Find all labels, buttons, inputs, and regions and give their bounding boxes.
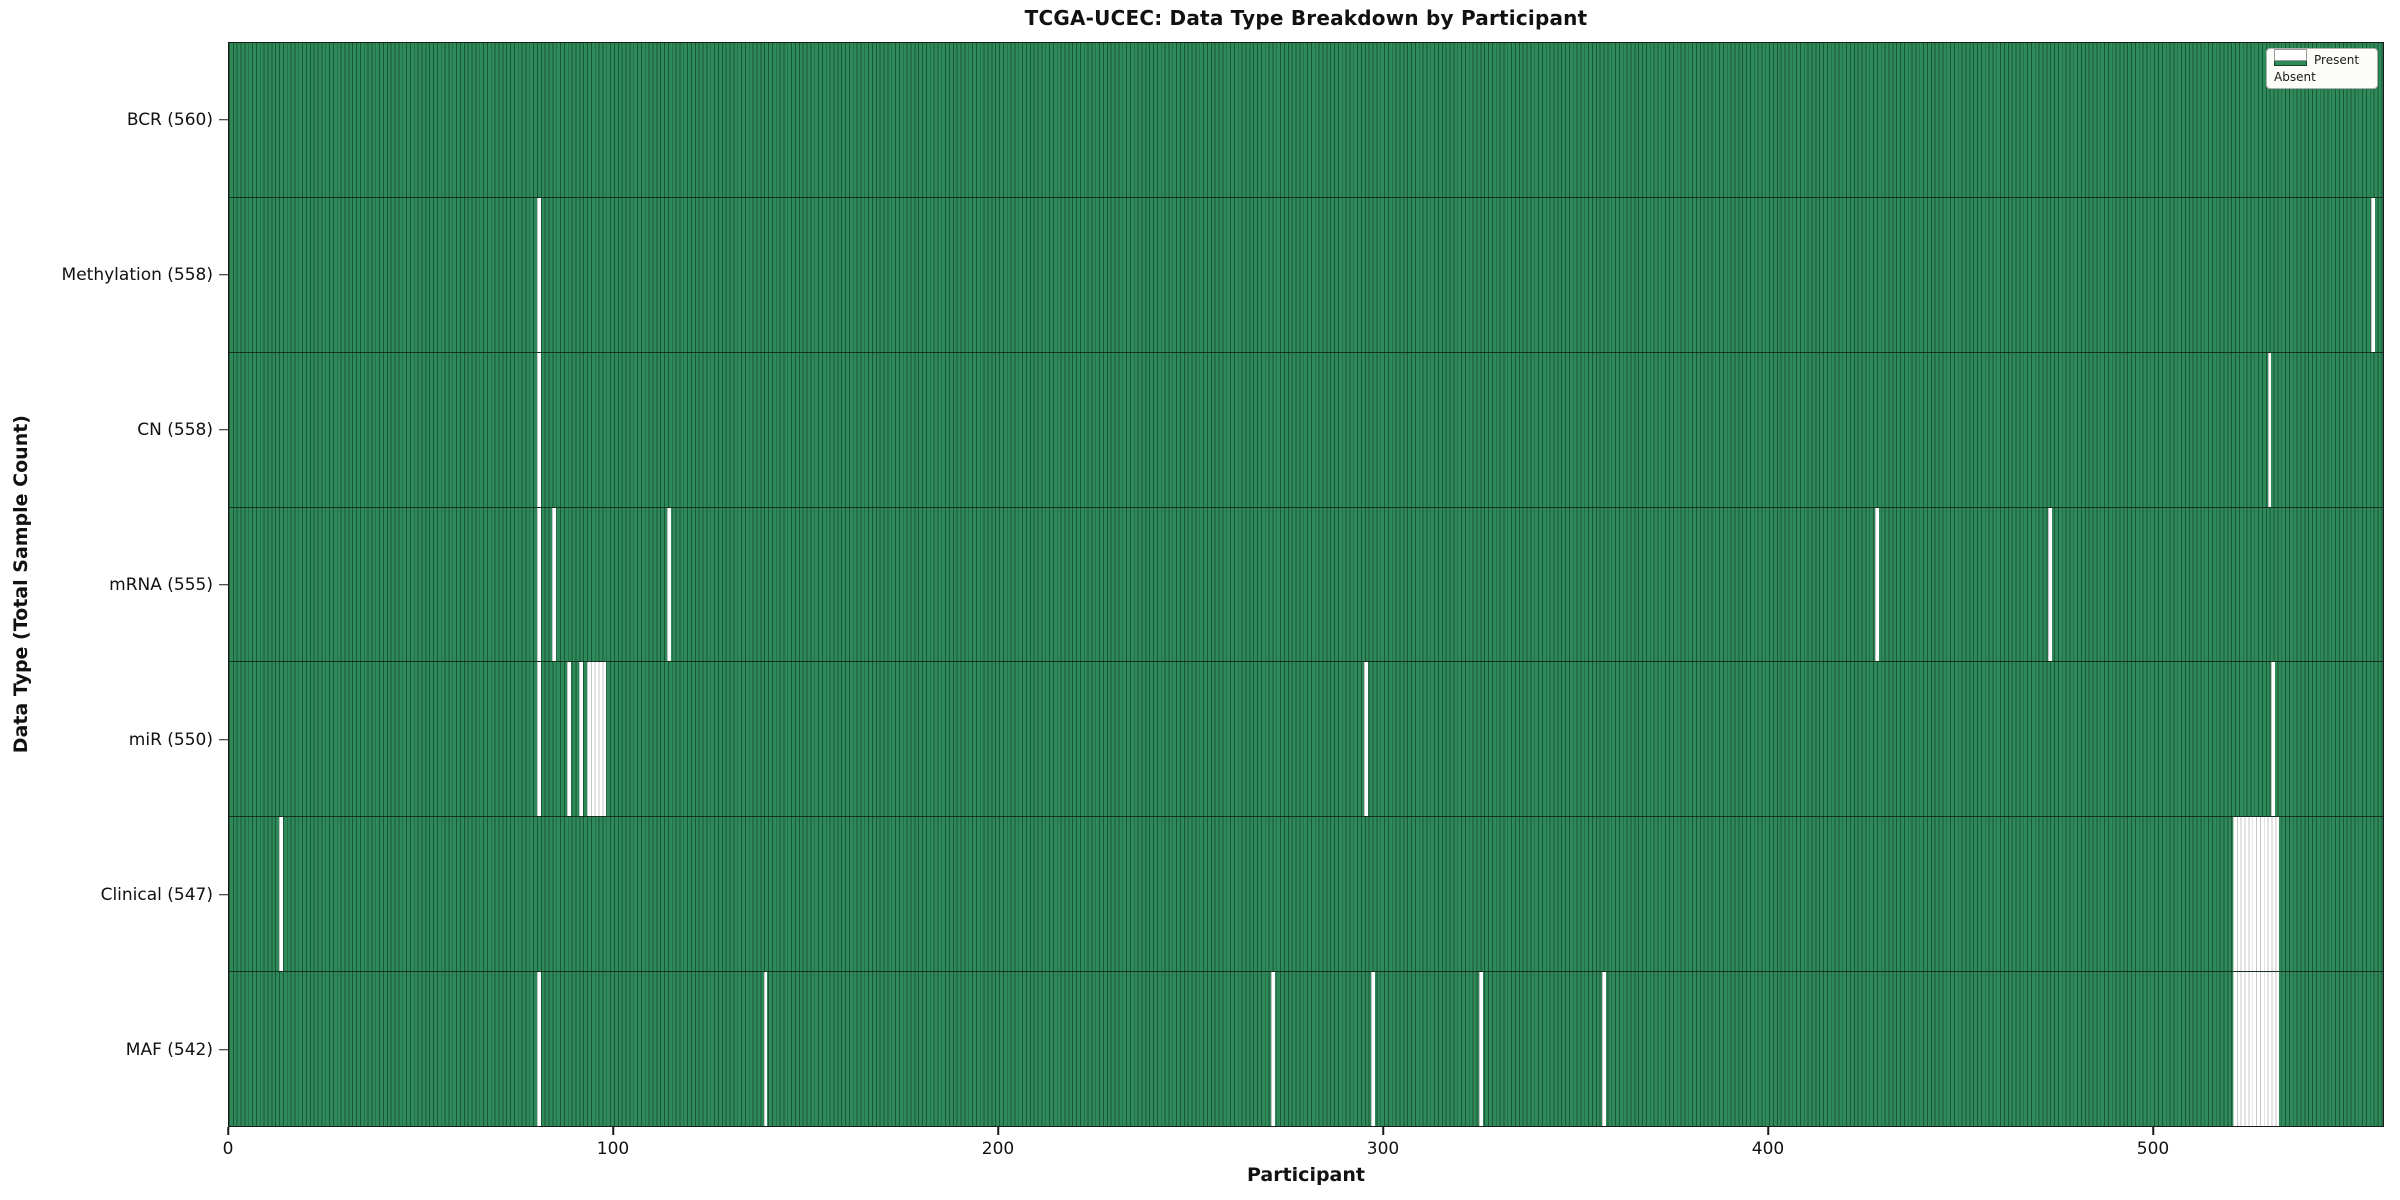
y-tick (219, 583, 228, 586)
x-tick-label: 0 (222, 1139, 234, 1159)
x-tick-label: 200 (981, 1139, 1015, 1159)
x-tick (227, 1127, 229, 1135)
absent-mark (2232, 817, 2280, 972)
x-tick (1382, 1127, 1384, 1135)
legend-present-label: Present (2314, 53, 2360, 67)
absent-mark (1602, 972, 1607, 1127)
absent-mark (586, 662, 606, 817)
absent-mark (579, 662, 583, 817)
absent-mark (1479, 972, 1483, 1127)
y-tick-label: MAF (542) (125, 1039, 213, 1060)
x-axis-ticks: 0 100 200 300 400 500 (223, 1127, 2384, 1187)
plot-area (228, 42, 2384, 1127)
absent-mark (1363, 662, 1368, 817)
y-tick (219, 273, 228, 276)
x-tick (2152, 1127, 2154, 1135)
absent-mark (1271, 972, 1276, 1127)
absent-mark (2232, 972, 2280, 1127)
y-tick-label: miR (550) (128, 729, 213, 750)
x-tick-label: 500 (2136, 1139, 2170, 1159)
chart-title: TCGA-UCEC: Data Type Breakdown by Partic… (1024, 6, 1588, 30)
y-tick-label: BCR (560) (126, 109, 213, 130)
absent-mark (2267, 352, 2272, 507)
x-tick (612, 1127, 614, 1135)
row-Clinical (229, 817, 2383, 973)
x-tick (997, 1127, 999, 1135)
row-BCR (229, 43, 2383, 198)
row-Methylation (229, 197, 2383, 353)
legend-entry-absent: Absent (2274, 49, 2370, 84)
y-tick-label: Clinical (547) (100, 884, 213, 905)
y-tick-label: mRNA (555) (109, 574, 213, 595)
absent-mark (1371, 972, 1376, 1127)
absent-mark (279, 817, 283, 972)
y-tick (219, 893, 228, 896)
absent-mark (552, 507, 556, 662)
legend: Present Absent (2266, 48, 2378, 89)
absent-mark (536, 197, 541, 352)
row-MAF (229, 972, 2383, 1127)
row-CN (229, 352, 2383, 508)
x-tick (1767, 1127, 1769, 1135)
absent-mark (567, 662, 572, 817)
y-tick (219, 1048, 228, 1051)
absent-mark (667, 507, 672, 662)
absent-color-swatch (2274, 49, 2307, 61)
y-tick-label: Methylation (558) (61, 264, 213, 285)
y-axis-ticks: BCR (560) Methylation (558) CN (558) mRNA (… (0, 42, 228, 1127)
absent-mark (2371, 197, 2376, 352)
absent-mark (536, 507, 541, 662)
absent-mark (1875, 507, 1880, 662)
y-tick (219, 118, 228, 121)
row-mRNA (229, 507, 2383, 663)
absent-mark (763, 972, 768, 1127)
y-tick (219, 738, 228, 741)
y-tick-label: CN (558) (137, 419, 213, 440)
legend-absent-label: Absent (2274, 70, 2316, 84)
x-tick-label: 100 (596, 1139, 630, 1159)
x-tick-label: 400 (1751, 1139, 1785, 1159)
x-tick-label: 300 (1366, 1139, 1400, 1159)
y-tick (219, 428, 228, 431)
absent-mark (536, 352, 541, 507)
absent-mark (536, 972, 541, 1127)
absent-mark (2048, 507, 2053, 662)
x-axis-label: Participant (1246, 1164, 1365, 1186)
absent-mark (2271, 662, 2276, 817)
absent-mark (536, 662, 541, 817)
row-miR (229, 662, 2383, 818)
